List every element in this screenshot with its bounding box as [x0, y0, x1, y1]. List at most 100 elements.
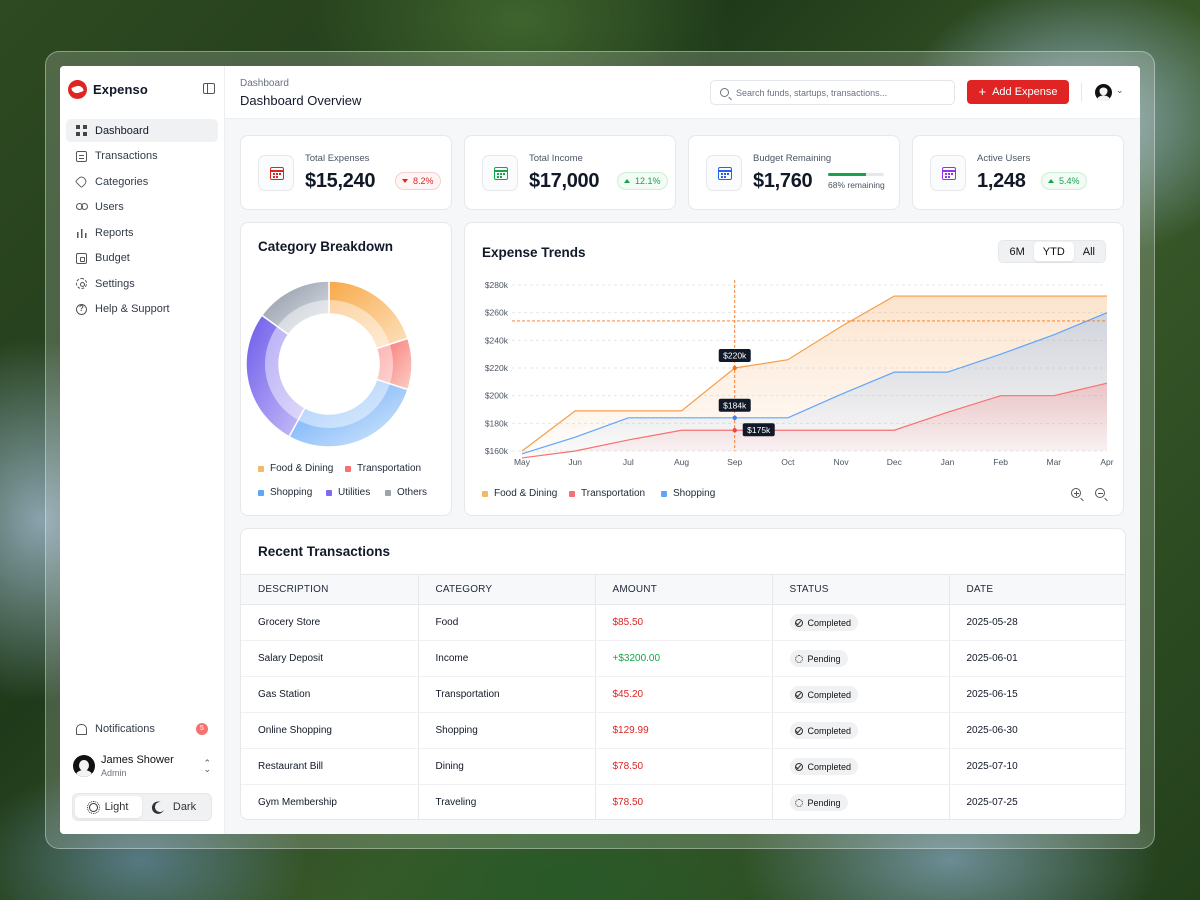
- stat-value: $15,240: [305, 170, 376, 192]
- help-icon: ?: [76, 303, 87, 315]
- brand-name: Expenso: [93, 81, 148, 97]
- stat-card-total-income: Total Income $17,000 12.1%: [464, 135, 676, 210]
- y-tick-label: $200k: [485, 391, 509, 401]
- cell-category: Income: [418, 640, 596, 677]
- theme-dark-button[interactable]: Dark: [142, 796, 209, 818]
- x-tick-label: Nov: [834, 457, 850, 467]
- cell-status: Completed: [772, 676, 950, 713]
- table-row[interactable]: Grocery Store Food $85.50 Completed 2025-05-…: [241, 604, 1125, 641]
- zoom-in-icon[interactable]: [1071, 488, 1081, 498]
- theme-dark-label: Dark: [172, 801, 197, 813]
- stat-label: Active Users: [977, 153, 1031, 164]
- cell-status: Pending: [772, 640, 950, 677]
- range-ytd-button[interactable]: YTD: [1033, 242, 1074, 261]
- zoom-out-icon[interactable]: [1095, 488, 1105, 498]
- search-box: [710, 80, 955, 105]
- legend-swatch: [569, 490, 575, 497]
- breadcrumb[interactable]: Dashboard: [240, 78, 289, 89]
- profile-avatar-icon[interactable]: [1095, 84, 1112, 101]
- table-row[interactable]: Restaurant Bill Dining $78.50 Completed 2025…: [241, 748, 1125, 785]
- cell-category: Transportation: [418, 676, 596, 713]
- sidebar-item-dashboard[interactable]: Dashboard: [66, 119, 218, 142]
- cell-description: Gym Membership: [241, 784, 419, 819]
- legend-item-food: Food & Dining: [258, 463, 333, 474]
- cell-category: Traveling: [418, 784, 596, 819]
- list-icon: [76, 150, 87, 162]
- legend-swatch: [345, 465, 351, 472]
- budget-progress-bar: [828, 173, 884, 176]
- range-selector: 6M YTD All: [998, 240, 1106, 263]
- calendar-icon: [258, 155, 294, 191]
- sidebar-item-transactions[interactable]: Transactions: [66, 145, 218, 168]
- x-tick-label: Jul: [623, 457, 634, 467]
- sidebar-item-categories[interactable]: Categories: [66, 170, 218, 193]
- table-row[interactable]: Online Shopping Shopping $129.99 Completed 2…: [241, 712, 1125, 749]
- cell-date: 2025-06-01: [949, 640, 1125, 677]
- x-tick-label: Mar: [1046, 457, 1061, 467]
- avatar: [73, 755, 95, 777]
- legend-label: Utilities: [338, 487, 371, 498]
- donut-chart: [245, 280, 413, 448]
- chevron-down-icon[interactable]: ⌄: [1116, 85, 1124, 95]
- add-expense-label: Add Expense: [992, 86, 1058, 98]
- status-label: Completed: [807, 689, 852, 700]
- sidebar: Expenso Dashboard Transactions Categorie…: [60, 66, 225, 834]
- table-row[interactable]: Gym Membership Traveling $78.50 Pending 2025…: [241, 784, 1125, 819]
- range-all-button[interactable]: All: [1082, 245, 1095, 258]
- sidebar-collapse-icon[interactable]: [203, 83, 215, 94]
- check-circle-icon: [794, 726, 803, 735]
- column-header-description[interactable]: DESCRIPTION: [241, 574, 419, 605]
- add-expense-button[interactable]: + Add Expense: [967, 80, 1069, 104]
- sidebar-item-label: Settings: [95, 277, 135, 290]
- notifications-badge: 5: [196, 723, 208, 735]
- theme-light-button[interactable]: Light: [75, 796, 142, 818]
- main-content: Dashboard Dashboard Overview + Add Expen…: [225, 66, 1140, 834]
- cell-date: 2025-07-25: [966, 797, 1018, 809]
- donut-slice-shopping: [287, 378, 409, 448]
- table-row[interactable]: Salary Deposit Income +$3200.00 Pending 2025…: [241, 640, 1125, 677]
- wallet-icon: [76, 252, 87, 264]
- app-window: Expenso Dashboard Transactions Categorie…: [60, 66, 1140, 834]
- annotation-box: [718, 398, 751, 412]
- arrow-up-icon: [624, 179, 630, 183]
- calendar-icon: [930, 155, 966, 191]
- sidebar-item-budget[interactable]: Budget: [66, 247, 218, 270]
- moon-icon: [153, 801, 166, 814]
- theme-toggle: Light Dark: [72, 793, 212, 821]
- legend-item-transportation: Transportation: [569, 488, 645, 499]
- cell-status: Completed: [772, 748, 950, 785]
- sidebar-item-label: Transactions: [95, 150, 158, 162]
- user-switcher[interactable]: James Shower Admin ⌃ ⌄: [60, 749, 224, 783]
- sidebar-item-users[interactable]: Users: [66, 196, 218, 219]
- notifications-item[interactable]: Notifications 5: [60, 717, 224, 741]
- column-header-status[interactable]: STATUS: [772, 574, 950, 605]
- legend-item-shopping: Shopping: [258, 487, 312, 498]
- brand[interactable]: Expenso: [60, 66, 224, 112]
- range-6m-button[interactable]: 6M: [1009, 245, 1025, 258]
- status-badge: Pending: [789, 650, 848, 667]
- card-title: Expense Trends: [482, 245, 586, 260]
- sidebar-item-settings[interactable]: Settings: [66, 272, 218, 295]
- annotation-label: $220k: [723, 351, 747, 361]
- donut-hole: [280, 315, 378, 413]
- search-input[interactable]: [736, 87, 936, 98]
- expense-trends-card: Expense Trends 6M YTD All $160k $180k $200…: [464, 222, 1124, 516]
- line-shopping: [521, 312, 1108, 455]
- chevron-up-down-icon: ⌃ ⌄: [203, 758, 211, 774]
- stat-card-total-expenses: Total Expenses $15,240 8.2%: [240, 135, 452, 210]
- sidebar-nav: Dashboard Transactions Categories Users …: [60, 112, 224, 321]
- legend-item-shopping: Shopping: [661, 488, 715, 499]
- cell-description: Grocery Store: [241, 604, 419, 641]
- legend-item-utilities: Utilities: [326, 487, 370, 498]
- legend-label: Shopping: [270, 487, 313, 498]
- table-row[interactable]: Gas Station Transportation $45.20 Completed…: [241, 676, 1125, 713]
- sidebar-item-reports[interactable]: Reports: [66, 221, 218, 244]
- legend-swatch: [385, 489, 391, 496]
- column-header-amount[interactable]: AMOUNT: [595, 574, 773, 605]
- column-header-category[interactable]: CATEGORY: [418, 574, 596, 605]
- cell-category: Food: [418, 604, 596, 641]
- page-title: Dashboard Overview: [240, 93, 362, 108]
- legend-item-transportation: Transportation: [345, 463, 421, 474]
- sidebar-item-help[interactable]: ? Help & Support: [66, 298, 218, 321]
- column-header-date[interactable]: DATE: [949, 574, 1125, 605]
